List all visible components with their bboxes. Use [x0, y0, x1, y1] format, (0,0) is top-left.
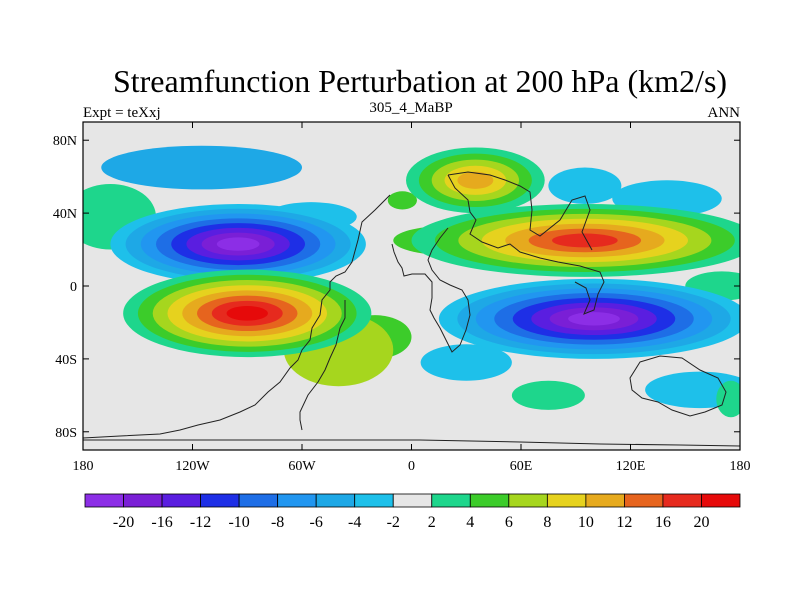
colorbar-label: 4 — [466, 514, 474, 531]
y-tick-label: 40S — [55, 353, 77, 368]
colorbar-label: 2 — [428, 514, 436, 531]
y-axis: 80N 40N 0 40S 80S — [53, 134, 740, 441]
x-tick-label: 0 — [408, 459, 415, 474]
coastline-americas — [83, 194, 391, 439]
contour-minor-patch — [511, 380, 585, 410]
y-tick-label: 80S — [55, 426, 77, 441]
x-tick-label: 180 — [73, 459, 94, 474]
coastline-africa-europe — [391, 227, 471, 353]
colorbar-swatch — [701, 493, 741, 508]
contour-pos-16 — [552, 233, 618, 248]
x-tick-label: 120E — [616, 459, 646, 474]
colorbar-swatch — [546, 493, 587, 508]
colorbar-swatch — [315, 493, 356, 508]
colorbar-swatch — [238, 493, 279, 508]
continent-outlines — [83, 171, 740, 447]
colorbar-label: -2 — [387, 514, 400, 531]
colorbar-swatch — [585, 493, 625, 508]
chart-title: Streamfunction Perturbation at 200 hPa (… — [113, 63, 727, 99]
right-string: ANN — [708, 105, 741, 121]
plot-area — [82, 121, 741, 451]
contour-pos-10 — [457, 171, 494, 189]
colorbar-swatch — [123, 493, 163, 508]
colorbar-label: 6 — [505, 514, 513, 531]
center-string: 305_4_MaBP — [369, 100, 452, 116]
coastline-antarctica — [83, 439, 740, 447]
colorbar-label: 20 — [693, 514, 709, 531]
contour-pos-20 — [226, 306, 268, 321]
colorbar-swatch — [161, 493, 201, 508]
colorbar-label: 8 — [543, 514, 551, 531]
contour-minor-patch — [716, 380, 740, 418]
colorbar-swatch — [624, 493, 664, 508]
colorbar-label: -20 — [113, 514, 134, 531]
colorbar-label: -16 — [151, 514, 172, 531]
colorbar-swatch — [354, 493, 394, 508]
colorbar-label: -10 — [228, 514, 249, 531]
contour-minor-patch — [420, 344, 512, 381]
colorbar-swatch — [431, 493, 471, 508]
colorbar-label: -8 — [271, 514, 284, 531]
contour-neg-20 — [216, 237, 260, 251]
colorbar-label: 16 — [655, 514, 671, 531]
coastline-south-america-east — [299, 300, 346, 431]
x-tick-label: 120W — [175, 459, 210, 474]
coastline-north-eurasia — [447, 171, 593, 251]
coastline-eurasia — [447, 174, 605, 315]
colorbar-label: 12 — [616, 514, 632, 531]
x-axis: 180 120W 60W 0 60E 120E 180 — [73, 122, 751, 474]
x-tick-label: 60W — [288, 459, 316, 474]
colorbar-label: 10 — [578, 514, 594, 531]
colorbar-swatch — [200, 493, 240, 508]
colorbar-label: -6 — [310, 514, 323, 531]
x-tick-label: 60E — [510, 459, 533, 474]
colorbar: -20 -16 -12 -10 -8 -6 -4 -2 2 4 6 8 10 12 16 20 — [84, 493, 741, 531]
contour-neg-20 — [568, 312, 620, 326]
colorbar-swatch — [662, 493, 702, 508]
contour-minor-patch — [548, 167, 622, 204]
y-tick-label: 40N — [53, 207, 77, 222]
colorbar-label: -12 — [190, 514, 211, 531]
x-tick-label: 180 — [730, 459, 751, 474]
contour-minor-patch — [101, 145, 302, 190]
y-tick-label: 0 — [70, 280, 77, 295]
colorbar-swatch — [277, 493, 317, 508]
left-string: Expt = teXxj — [83, 105, 161, 121]
colorbar-swatch — [84, 493, 124, 508]
colorbar-swatch — [508, 493, 548, 508]
y-tick-label: 80N — [53, 134, 77, 149]
coastline-australia — [629, 355, 727, 417]
colorbar-label: -4 — [348, 514, 361, 531]
contour-minor-patch — [387, 191, 417, 210]
colorbar-swatch — [469, 493, 510, 508]
colorbar-swatch — [392, 493, 433, 508]
